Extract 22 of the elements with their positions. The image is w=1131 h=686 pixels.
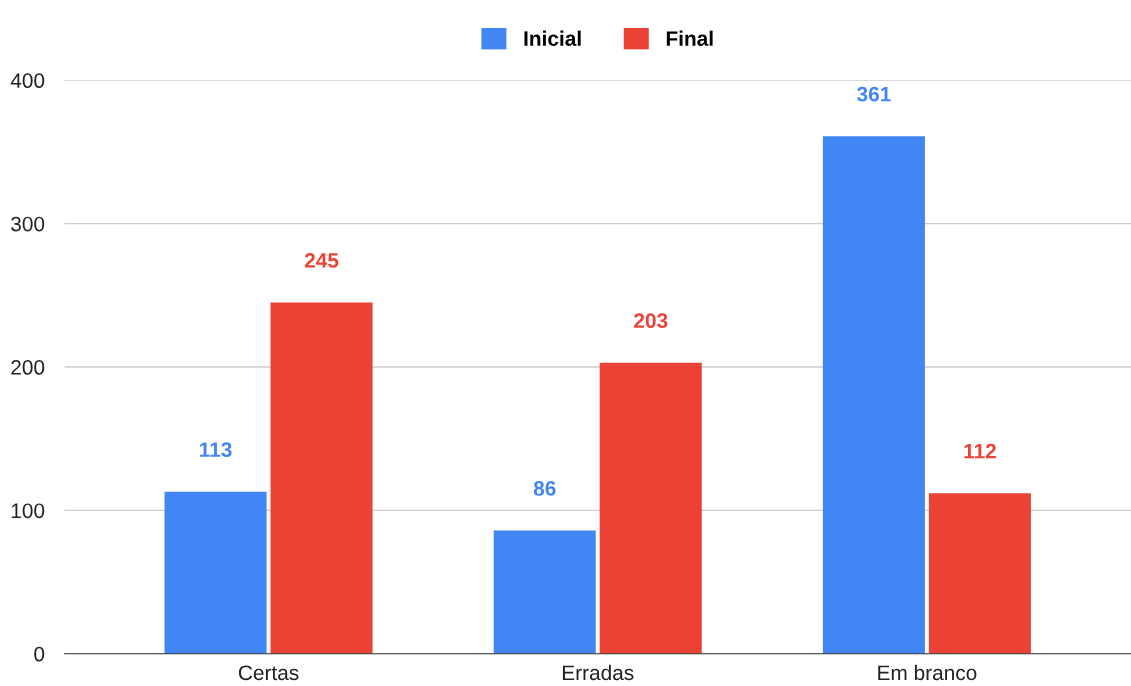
y-tick-label: 400 — [10, 73, 45, 89]
data-label: 112 — [964, 443, 996, 459]
legend-label: Final — [666, 30, 713, 46]
data-label: 86 — [533, 481, 556, 496]
bar — [164, 491, 267, 654]
data-label: 245 — [304, 253, 339, 268]
x-tick-label: Certas — [238, 665, 299, 681]
data-label: 361 — [857, 86, 891, 102]
y-tick-label: 300 — [11, 216, 45, 232]
x-tick-label: Em branco — [878, 664, 977, 681]
bar — [599, 362, 702, 654]
x-tick-label: Erradas — [562, 664, 634, 681]
bar — [270, 302, 373, 654]
bar — [822, 136, 925, 654]
legend-label: Inicial — [524, 30, 581, 46]
bar — [928, 493, 1031, 654]
y-tick-label: 100 — [11, 503, 45, 519]
data-label: 113 — [200, 442, 232, 458]
y-tick-label: 200 — [11, 360, 45, 375]
data-label: 203 — [634, 313, 668, 329]
y-tick-label: 0 — [34, 646, 45, 662]
bar — [493, 530, 596, 654]
